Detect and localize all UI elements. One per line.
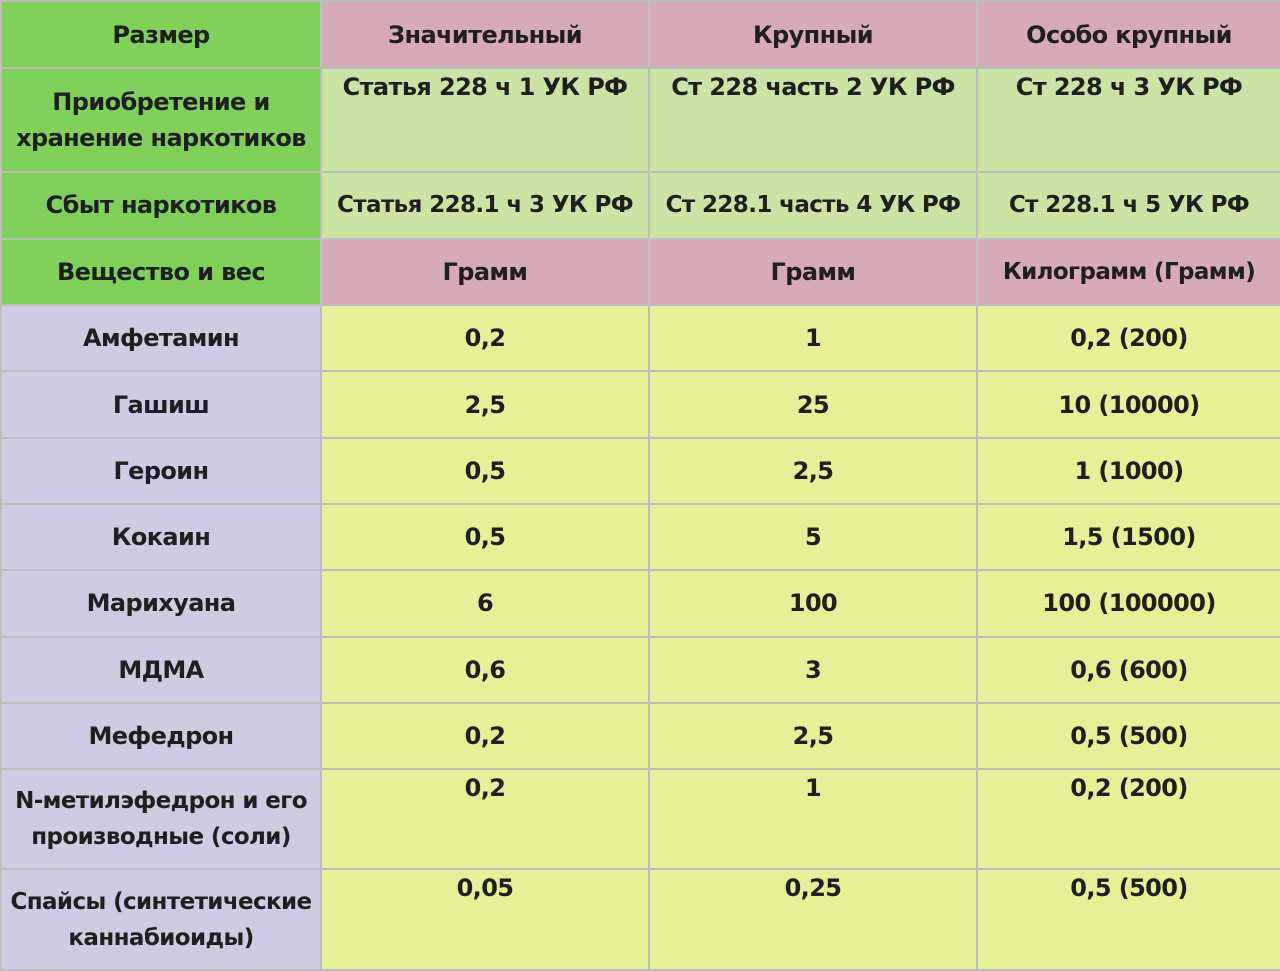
substance-name: Кокаин	[0, 503, 322, 572]
substance-name: Амфетамин	[0, 304, 322, 373]
sale-label: Сбыт наркотиков	[0, 170, 322, 240]
acquisition-row: Приобретение и хранение наркотиков Стать…	[0, 67, 1280, 173]
value-significant: 0,6	[320, 635, 650, 704]
units-extra-large: Килограмм (Грамм)	[976, 237, 1280, 307]
acquisition-significant: Статья 228 ч 1 УК РФ	[320, 67, 650, 173]
value-extra-large: 0,6 (600)	[976, 635, 1280, 704]
value-significant: 0,2	[320, 304, 650, 373]
header-extra-large: Особо крупный	[976, 0, 1280, 70]
acquisition-extra-large: Ст 228 ч 3 УК РФ	[976, 67, 1280, 173]
value-large: 5	[648, 503, 978, 572]
value-significant: 0,5	[320, 503, 650, 572]
value-extra-large: 10 (10000)	[976, 370, 1280, 439]
value-extra-large: 0,5 (500)	[976, 868, 1280, 971]
substance-name: Гашиш	[0, 370, 322, 439]
value-significant: 0,2	[320, 701, 650, 771]
value-large: 100	[648, 569, 978, 638]
substance-name: Героин	[0, 436, 322, 506]
value-significant: 2,5	[320, 370, 650, 439]
value-significant: 6	[320, 569, 650, 638]
value-significant: 0,5	[320, 436, 650, 506]
sale-extra-large: Ст 228.1 ч 5 УК РФ	[976, 170, 1280, 240]
sale-significant: Статья 228.1 ч 3 УК РФ	[320, 170, 650, 240]
value-large: 1	[648, 304, 978, 373]
table-row: Спайсы (синтетические каннабиоиды) 0,05 …	[0, 868, 1280, 971]
value-extra-large: 1,5 (1500)	[976, 503, 1280, 572]
value-extra-large: 1 (1000)	[976, 436, 1280, 506]
substance-name: N-метилэфедрон и его производные (соли)	[0, 768, 322, 871]
table-row: Героин 0,5 2,5 1 (1000)	[0, 436, 1280, 506]
value-large: 2,5	[648, 701, 978, 771]
value-extra-large: 0,2 (200)	[976, 304, 1280, 373]
value-extra-large: 0,5 (500)	[976, 701, 1280, 771]
value-significant: 0,2	[320, 768, 650, 871]
value-large: 0,25	[648, 868, 978, 971]
table-row: Кокаин 0,5 5 1,5 (1500)	[0, 503, 1280, 572]
value-extra-large: 100 (100000)	[976, 569, 1280, 638]
value-large: 25	[648, 370, 978, 439]
substance-name: МДМА	[0, 635, 322, 704]
value-large: 2,5	[648, 436, 978, 506]
header-size: Размер	[0, 0, 322, 70]
header-large: Крупный	[648, 0, 978, 70]
table-row: Марихуана 6 100 100 (100000)	[0, 569, 1280, 638]
substance-name: Марихуана	[0, 569, 322, 638]
table-row: Мефедрон 0,2 2,5 0,5 (500)	[0, 701, 1280, 771]
acquisition-label: Приобретение и хранение наркотиков	[0, 67, 322, 173]
table-row: МДМА 0,6 3 0,6 (600)	[0, 635, 1280, 704]
table-row: N-метилэфедрон и его производные (соли) …	[0, 768, 1280, 871]
value-large: 1	[648, 768, 978, 871]
table-row: Амфетамин 0,2 1 0,2 (200)	[0, 304, 1280, 373]
value-extra-large: 0,2 (200)	[976, 768, 1280, 871]
table-row: Гашиш 2,5 25 10 (10000)	[0, 370, 1280, 439]
value-large: 3	[648, 635, 978, 704]
sale-large: Ст 228.1 часть 4 УК РФ	[648, 170, 978, 240]
sale-row: Сбыт наркотиков Статья 228.1 ч 3 УК РФ С…	[0, 170, 1280, 240]
units-row: Вещество и вес Грамм Грамм Килограмм (Гр…	[0, 237, 1280, 307]
units-large: Грамм	[648, 237, 978, 307]
header-row: Размер Значительный Крупный Особо крупны…	[0, 0, 1280, 70]
units-significant: Грамм	[320, 237, 650, 307]
acquisition-large: Ст 228 часть 2 УК РФ	[648, 67, 978, 173]
substance-name: Мефедрон	[0, 701, 322, 771]
substance-name: Спайсы (синтетические каннабиоиды)	[0, 868, 322, 971]
units-label: Вещество и вес	[0, 237, 322, 307]
header-significant: Значительный	[320, 0, 650, 70]
value-significant: 0,05	[320, 868, 650, 971]
